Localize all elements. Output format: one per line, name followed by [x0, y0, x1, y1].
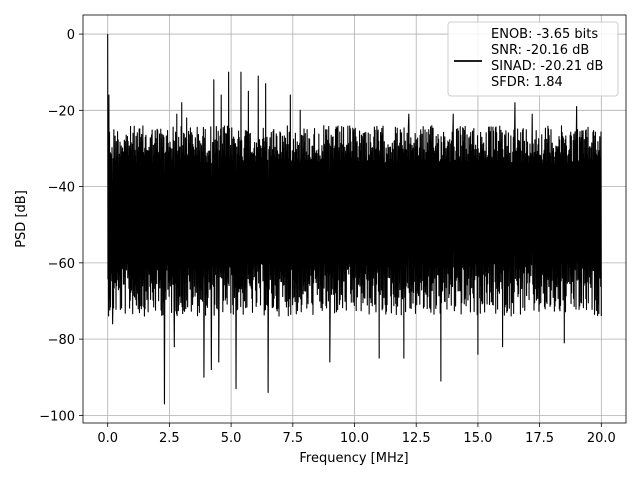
x-tick-label: 17.5	[525, 431, 554, 446]
legend-entry: ENOB: -3.65 bits	[491, 27, 598, 42]
x-tick-label: 12.5	[402, 431, 431, 446]
x-tick-label: 15.0	[463, 431, 492, 446]
x-tick-label: 7.5	[282, 431, 303, 446]
series-layer	[107, 34, 602, 405]
legend-entry: SNR: -20.16 dB	[491, 43, 589, 58]
y-tick-label: −20	[48, 104, 75, 119]
y-tick-label: −80	[48, 333, 75, 348]
y-tick-label: −60	[48, 257, 75, 272]
legend-entry: SFDR: 1.84	[491, 75, 563, 90]
x-axis-label: Frequency [MHz]	[299, 451, 408, 466]
x-tick-label: 2.5	[159, 431, 180, 446]
y-tick-label: 0	[67, 28, 75, 43]
y-tick-label: −40	[48, 181, 75, 196]
series-line	[107, 34, 602, 405]
x-tick-label: 20.0	[587, 431, 616, 446]
y-tick-label: −100	[39, 409, 75, 424]
x-tick-label: 5.0	[221, 431, 242, 446]
x-tick-label: 0.0	[97, 431, 118, 446]
x-tick-label: 10.0	[340, 431, 369, 446]
legend-entry: SINAD: -20.21 dB	[491, 59, 603, 74]
axis-ticks: 0.0 2.5 5.0 7.5 10.0 12.5 15.0 17.5 20.0 0 −20 −40 −…	[39, 28, 616, 446]
y-axis-label: PSD [dB]	[14, 190, 29, 248]
legend-box	[447, 21, 619, 97]
